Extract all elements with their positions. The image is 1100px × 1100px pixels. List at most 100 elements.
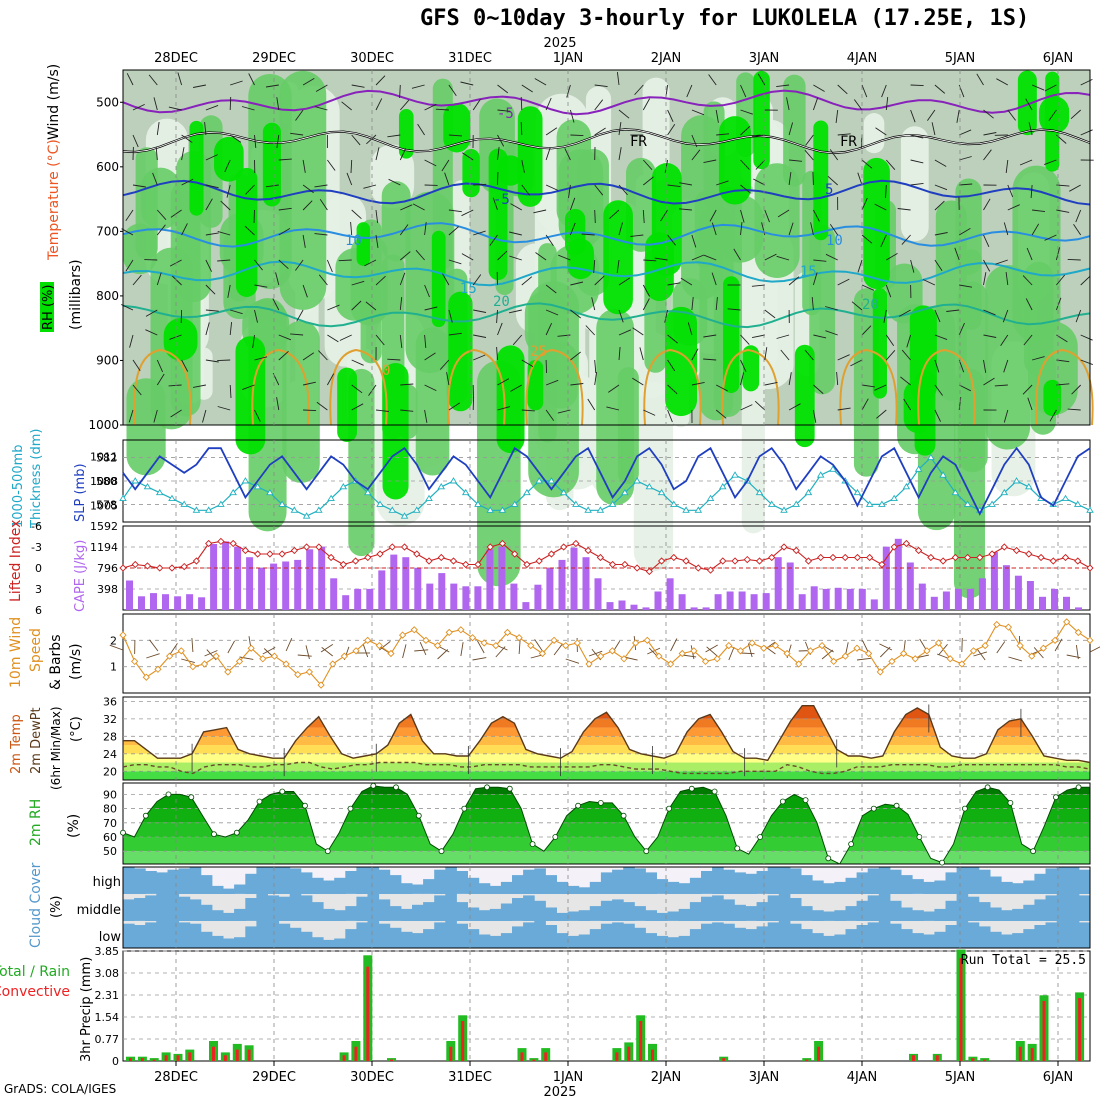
cloud-cover-bar	[567, 885, 580, 894]
rh2m-point	[438, 848, 445, 855]
wind-barb	[901, 234, 911, 245]
wind-barb	[1031, 223, 1040, 236]
wind-speed-point	[305, 668, 314, 676]
lifted-index-point	[560, 543, 568, 551]
wind-barb	[375, 409, 389, 412]
year-label-bottom: 2025	[543, 1085, 576, 1100]
lifted-index-point	[768, 553, 776, 562]
surface-wind-barb	[706, 646, 718, 657]
temp-contour-25	[643, 348, 702, 426]
thickness-point	[890, 494, 898, 502]
cape-bar	[198, 597, 206, 610]
wind-barb	[958, 397, 962, 411]
surface-wind-barb	[204, 650, 218, 657]
precip-convective-bar	[390, 1059, 393, 1061]
wind-speed-point	[573, 639, 582, 647]
rh2m-point	[302, 802, 308, 809]
cloud-cover-bar	[378, 923, 391, 948]
date-label-bottom: 2JAN	[651, 1070, 682, 1085]
rh-saturated-region	[872, 288, 887, 399]
cloud-cover-bar	[589, 881, 602, 895]
wind-barb	[1003, 359, 1009, 373]
rh2m-point	[939, 859, 945, 866]
cloud-cover-bar	[934, 931, 946, 948]
lifted-index-line	[122, 540, 1091, 573]
cape-bar	[426, 583, 434, 610]
rh-saturated-region	[794, 344, 815, 448]
cloud-cover-bar	[223, 938, 235, 948]
thickness-point	[388, 506, 397, 513]
wind-barb	[642, 209, 645, 224]
wind-barb	[155, 146, 158, 161]
cloud-cover-bar	[211, 885, 224, 894]
wind-speed-point	[527, 641, 535, 650]
wind-speed-point	[1086, 636, 1094, 644]
precip-convective-bar	[342, 1055, 346, 1061]
wind-speed-point	[876, 668, 884, 676]
wind-barb	[922, 279, 936, 286]
slp-tick: 1011	[90, 450, 118, 463]
lifted-index-point	[364, 553, 372, 562]
wind-barb	[412, 203, 425, 211]
surface-wind-barb	[728, 646, 735, 661]
temp-contour-25	[447, 348, 506, 426]
wind-barb	[654, 257, 668, 261]
thickness-point	[143, 482, 152, 490]
wind-barb	[205, 198, 213, 211]
cloud-cover-bar	[434, 869, 446, 894]
wind-barb	[691, 134, 698, 148]
wind-barb	[302, 234, 306, 248]
cloud-cover-bar	[956, 867, 969, 894]
cloud-cover-bar	[1067, 894, 1080, 921]
surface-wind-barb	[320, 644, 334, 653]
li-tick: 0	[35, 562, 42, 575]
lifted-index-point	[755, 557, 764, 565]
cloud-cover-bar	[656, 912, 669, 921]
thickness-point	[461, 488, 470, 496]
lifted-index-point	[988, 550, 996, 558]
cloud-cover-bar	[312, 877, 324, 894]
wind-barb	[825, 330, 838, 336]
rh-saturated-region	[742, 345, 760, 392]
wind-barb	[399, 224, 409, 236]
wind-barb	[777, 209, 790, 218]
wind-barb	[205, 184, 219, 189]
cape-bar	[990, 552, 998, 610]
lifted-index-point	[119, 564, 127, 572]
wind-speed-point	[503, 628, 512, 637]
wind-speed-point	[783, 649, 791, 658]
cape-bar	[1026, 581, 1034, 610]
wind-barb	[983, 272, 987, 286]
wind-barb	[441, 159, 450, 172]
wind-barb	[1003, 409, 1009, 423]
wind-barb	[757, 73, 766, 86]
date-label-top: 29DEC	[252, 51, 296, 66]
precip-tick: 2.31	[95, 989, 120, 1002]
thickness-point	[241, 477, 250, 484]
rh-dry-region	[741, 343, 765, 534]
rh2m-point	[415, 812, 422, 819]
cloud-cover-bar	[734, 904, 746, 921]
wind-barb	[351, 280, 365, 286]
rh2m-point	[734, 845, 741, 852]
wind-barb	[594, 209, 596, 224]
wind-barb	[193, 84, 206, 88]
wind-barb	[805, 134, 814, 146]
wind-barb	[788, 276, 800, 286]
wind-barb	[132, 384, 142, 396]
lifted-index-point	[780, 543, 788, 551]
cloud-cover-bar	[901, 907, 913, 921]
rh2m-point	[142, 812, 149, 819]
cloud-cover-bar	[823, 911, 835, 921]
wind-barb	[836, 371, 839, 386]
wind-barb	[363, 184, 377, 189]
wind-barb	[691, 234, 697, 248]
cloud-cover-bar	[134, 925, 146, 948]
precip-convective-bar	[1030, 1048, 1034, 1061]
wind-barb	[691, 149, 701, 161]
wind-speed-point	[585, 660, 593, 668]
wind-barb	[290, 132, 304, 136]
wind-barb	[351, 134, 361, 146]
label-temp-units: (°C)	[69, 716, 84, 742]
lifted-index-point	[523, 560, 531, 569]
